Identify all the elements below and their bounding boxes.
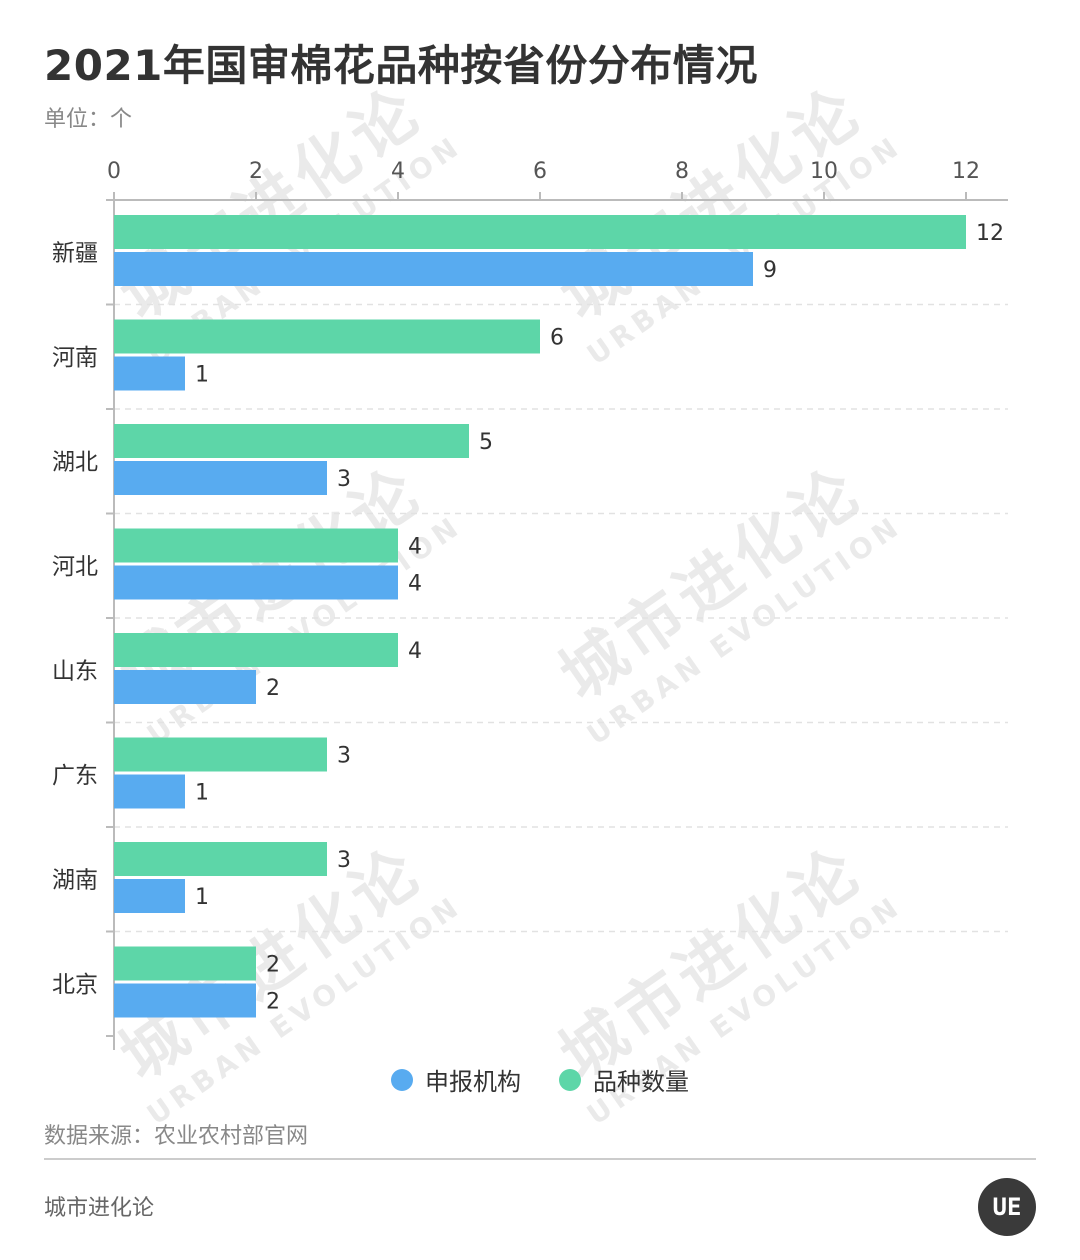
data-label-institutions: 2 — [266, 676, 280, 701]
bar-varieties — [114, 842, 327, 876]
data-label-institutions: 1 — [195, 885, 209, 910]
data-label-institutions: 1 — [195, 363, 209, 388]
unit-label: 单位： — [44, 107, 111, 132]
bar-varieties — [114, 424, 469, 458]
bar-institutions — [114, 252, 753, 286]
x-tick-label: 0 — [107, 159, 121, 184]
x-tick-label: 12 — [952, 159, 980, 184]
bar-varieties — [114, 737, 327, 772]
bar-varieties — [114, 215, 966, 249]
x-tick-label: 10 — [810, 159, 838, 184]
bar-institutions — [114, 670, 256, 704]
legend: 申报机构 品种数量 — [0, 1062, 1080, 1097]
data-label-institutions: 1 — [195, 781, 209, 806]
data-label-varieties: 12 — [976, 221, 1004, 246]
data-label-institutions: 3 — [337, 467, 351, 492]
legend-item-institutions: 申报机构 — [391, 1062, 521, 1097]
bar-varieties — [114, 319, 540, 354]
category-label: 河南 — [52, 345, 98, 371]
category-label: 新疆 — [52, 240, 98, 266]
category-label: 广东 — [52, 763, 98, 789]
category-label: 北京 — [52, 972, 98, 998]
data-label-varieties: 3 — [337, 744, 351, 769]
category-label: 河北 — [52, 554, 98, 580]
unit-note: 单位：个 — [44, 101, 132, 133]
data-label-institutions: 2 — [266, 990, 280, 1015]
bar-varieties — [114, 946, 256, 981]
legend-label-institutions: 申报机构 — [425, 1068, 521, 1096]
bar-varieties — [114, 633, 398, 667]
legend-item-varieties: 品种数量 — [559, 1062, 689, 1097]
x-tick-label: 8 — [675, 159, 689, 184]
footer-divider — [44, 1158, 1036, 1160]
brand-logo: UE — [978, 1178, 1036, 1236]
bar-institutions — [114, 774, 185, 809]
data-label-institutions: 9 — [763, 258, 777, 283]
data-label-varieties: 4 — [408, 639, 422, 664]
bar-varieties — [114, 528, 398, 563]
category-label: 湖北 — [52, 449, 98, 475]
chart-title: 2021年国审棉花品种按省份分布情况 — [44, 41, 758, 90]
legend-dot-varieties — [559, 1068, 581, 1091]
x-tick-label: 2 — [249, 159, 263, 184]
data-label-varieties: 5 — [479, 430, 493, 455]
data-label-institutions: 4 — [408, 572, 422, 597]
legend-label-varieties: 品种数量 — [593, 1068, 689, 1096]
unit-value: 个 — [110, 107, 133, 132]
data-label-varieties: 2 — [266, 953, 280, 978]
bar-institutions — [114, 983, 256, 1018]
bar-institutions — [114, 879, 185, 913]
data-label-varieties: 3 — [337, 848, 351, 873]
x-tick-label: 6 — [533, 159, 547, 184]
source-note: 数据来源：农业农村部官网 — [44, 1124, 309, 1149]
bar-institutions — [114, 565, 398, 600]
data-label-varieties: 4 — [408, 535, 422, 560]
data-label-varieties: 6 — [550, 326, 564, 351]
category-label: 山东 — [52, 658, 98, 684]
legend-dot-institutions — [391, 1068, 413, 1091]
brand-name: 城市进化论 — [44, 1196, 155, 1221]
bar-chart: 0 2 4 6 8 10 12新疆河南湖北河北山东广东湖南北京126544332913421… — [52, 159, 1008, 1050]
x-tick-label: 4 — [391, 159, 405, 184]
category-label: 湖南 — [52, 867, 98, 893]
bar-institutions — [114, 356, 185, 391]
bar-institutions — [114, 461, 327, 495]
